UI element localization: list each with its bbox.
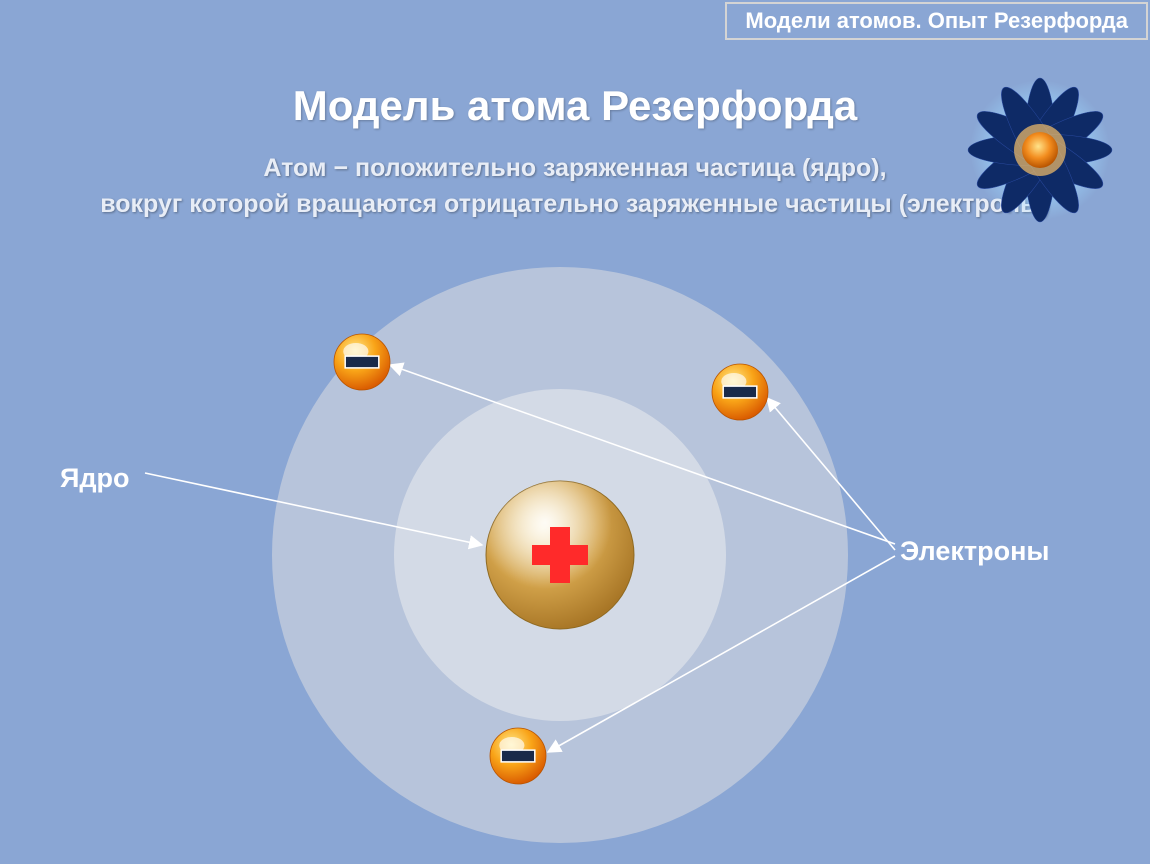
- electrons-label: Электроны: [900, 536, 1049, 567]
- atom-diagram: [0, 0, 1150, 864]
- nucleus-label: Ядро: [60, 463, 130, 494]
